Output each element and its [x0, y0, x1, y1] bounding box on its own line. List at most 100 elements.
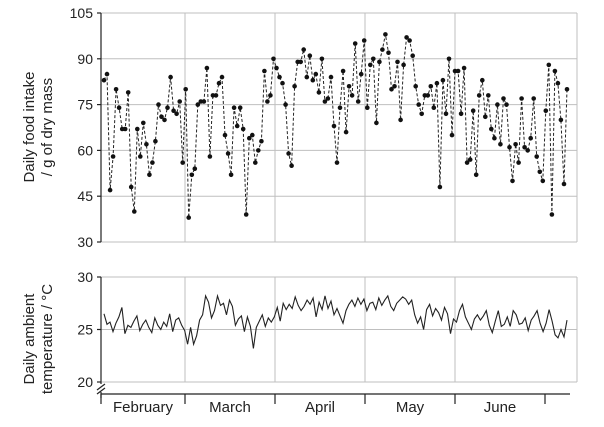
- food-intake-point: [407, 38, 412, 43]
- food-intake-grid: [101, 12, 578, 243]
- food-intake-point: [141, 120, 146, 126]
- food-intake-panel: 30 45 60 75 90 105 Daily food intake / g of d…: [21, 5, 578, 250]
- food-intake-point: [480, 77, 485, 83]
- food-intake-point: [446, 56, 452, 62]
- food-intake-point: [253, 160, 258, 165]
- food-intake-point: [262, 68, 267, 74]
- temperature-ylabel-line-2: temperature / °C: [39, 284, 56, 394]
- food-intake-point: [216, 80, 222, 86]
- food-intake-point: [328, 74, 334, 80]
- food-intake-point: [552, 68, 558, 74]
- food-intake-point: [380, 47, 385, 52]
- food-intake-point: [495, 102, 500, 107]
- food-intake-point: [528, 135, 533, 141]
- food-intake-point: [204, 65, 210, 71]
- food-intake-point: [398, 117, 403, 123]
- food-intake-point: [186, 215, 191, 220]
- food-intake-point: [371, 56, 376, 62]
- food-intake-point: [250, 132, 255, 138]
- temperature-tick-label: 25: [77, 322, 93, 338]
- food-intake-point: [128, 184, 134, 190]
- temperature-panel: 20 25 30 Daily ambient temperature / °C: [21, 269, 578, 398]
- food-intake-point: [243, 212, 249, 217]
- food-intake-point: [153, 138, 158, 144]
- axis-break-mark: [96, 387, 106, 395]
- food-intake-point: [189, 172, 195, 178]
- food-intake-point: [286, 151, 291, 156]
- food-intake-point: [540, 178, 546, 184]
- food-intake-point: [116, 105, 122, 110]
- food-intake-point: [156, 102, 161, 107]
- food-intake-point: [470, 108, 476, 113]
- food-intake-ylabel-line-1: Daily food intake: [21, 72, 38, 183]
- food-intake-point: [319, 56, 325, 62]
- month-label-march: March: [209, 399, 251, 416]
- food-intake-point: [489, 126, 494, 132]
- food-intake-point: [165, 105, 170, 110]
- food-intake-point: [413, 84, 419, 89]
- temperature-tick-label: 30: [77, 269, 93, 285]
- food-intake-point: [247, 135, 252, 141]
- axis-break-mark: [96, 383, 106, 391]
- food-intake-point: [425, 93, 431, 98]
- food-intake-point: [476, 93, 482, 98]
- food-intake-point: [374, 120, 379, 126]
- food-intake-point: [365, 105, 370, 110]
- food-intake-point: [219, 74, 225, 80]
- food-intake-point: [416, 102, 422, 107]
- food-intake-point: [531, 96, 536, 101]
- food-intake-point: [343, 129, 349, 135]
- food-intake-point: [486, 93, 491, 98]
- food-intake-point: [265, 99, 270, 104]
- food-intake-point: [492, 135, 497, 141]
- food-intake-point: [558, 117, 564, 123]
- food-intake-point: [298, 59, 304, 65]
- food-intake-point: [377, 59, 382, 65]
- food-intake-point: [277, 74, 282, 80]
- food-intake-point: [168, 74, 173, 80]
- food-intake-point: [513, 142, 518, 147]
- food-intake-point: [122, 126, 128, 132]
- food-intake-tick-label: 60: [77, 142, 93, 158]
- food-intake-point: [135, 126, 140, 132]
- food-intake-point: [171, 108, 176, 113]
- food-intake-point: [259, 138, 264, 144]
- temperature-grid: [101, 276, 578, 383]
- food-intake-point: [183, 87, 188, 92]
- food-intake-point: [340, 68, 346, 74]
- food-intake-point: [428, 84, 434, 89]
- food-intake-point: [386, 50, 391, 55]
- food-intake-point: [507, 145, 512, 150]
- food-intake-point: [289, 163, 294, 168]
- temperature-y-axis: 20 25 30: [77, 269, 106, 398]
- food-intake-point: [419, 111, 425, 117]
- food-intake-point: [234, 123, 240, 129]
- food-intake-point: [225, 151, 231, 156]
- food-intake-point: [316, 90, 322, 95]
- food-intake-point: [464, 160, 470, 165]
- food-intake-point: [410, 53, 416, 58]
- temperature-series: [103, 293, 568, 349]
- food-intake-tick-label: 105: [70, 5, 94, 21]
- food-intake-point: [307, 53, 313, 58]
- food-intake-point: [292, 84, 297, 89]
- food-intake-point: [132, 209, 137, 214]
- food-intake-ylabel-line-2: / g of dry mass: [39, 78, 56, 176]
- food-intake-point: [467, 157, 473, 162]
- temperature-tick-label: 20: [77, 374, 93, 390]
- month-label-february: February: [113, 399, 174, 416]
- food-intake-point: [543, 108, 549, 113]
- food-intake-point: [519, 96, 524, 101]
- food-intake-point: [483, 114, 488, 120]
- food-intake-point: [355, 99, 361, 104]
- food-intake-point: [525, 148, 530, 153]
- food-intake-point: [231, 105, 237, 110]
- food-intake-point: [455, 68, 461, 74]
- food-intake-point: [516, 160, 521, 165]
- food-intake-point: [207, 154, 213, 159]
- food-intake-point: [310, 77, 316, 83]
- food-intake-point: [352, 41, 358, 46]
- food-intake-point: [125, 90, 131, 95]
- food-intake-point: [101, 77, 107, 83]
